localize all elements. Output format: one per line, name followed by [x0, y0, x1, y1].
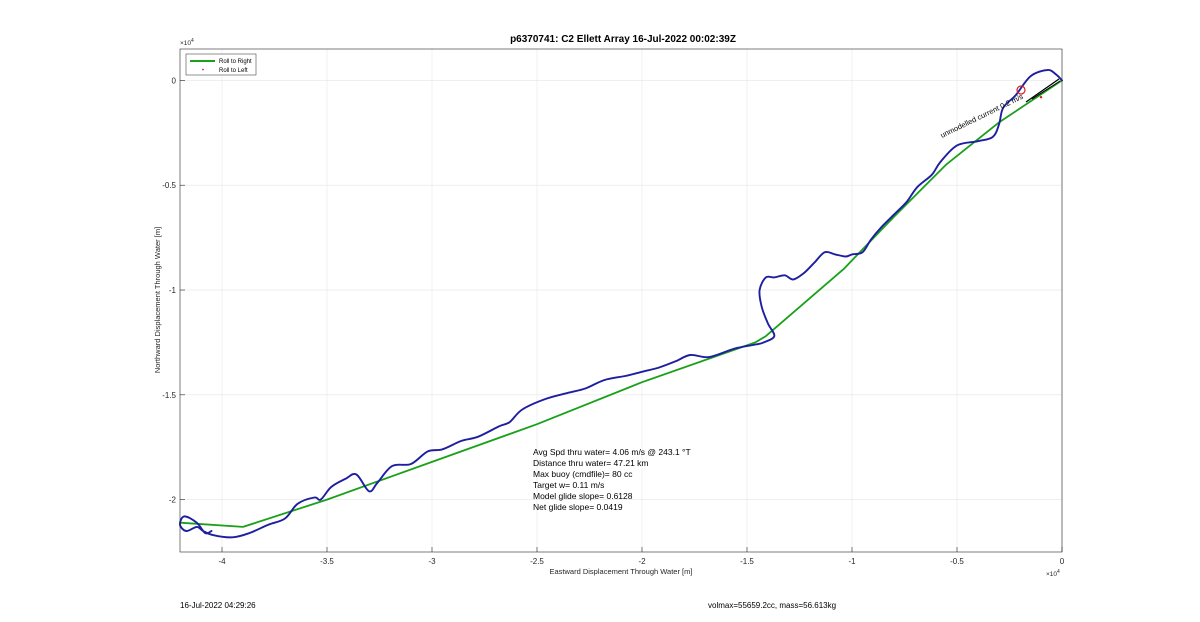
x-tick-label: -1 — [848, 557, 856, 566]
y-tick-label: -1 — [169, 286, 177, 295]
y-axis-label: Northward Displacement Through Water [m] — [153, 227, 162, 373]
stat-model-glide: Model glide slope= 0.6128 — [533, 491, 633, 501]
series-roll-to-left-point — [1039, 96, 1043, 99]
y-tick-label: -1.5 — [162, 391, 176, 400]
x-tick-label: -0.5 — [950, 557, 964, 566]
axis-ticks: -4 -3.5 -3 -2.5 -2 -1.5 -1 -0.5 0 0 -0.5 -1 -1.5 -2 — [162, 76, 1065, 566]
y-tick-label: -2 — [169, 496, 177, 505]
current-vector-line — [1025, 78, 1060, 103]
series-layer — [179, 69, 1063, 539]
x-axis-label: Eastward Displacement Through Water [m] — [550, 567, 693, 576]
current-vector-line-2 — [1031, 80, 1061, 100]
legend-swatch-roll-left — [202, 68, 204, 71]
stat-avg-speed: Avg Spd thru water= 4.06 m/s @ 243.1 °T — [533, 447, 691, 457]
x-exponent-power: 4 — [1057, 569, 1060, 575]
y-exponent-label: ×104 — [180, 38, 194, 47]
footer-mass-info: volmax=55659.2cc, mass=56.613kg — [708, 601, 836, 610]
legend-label-roll-left: Roll to Left — [219, 68, 248, 74]
series-roll-to-right-line — [179, 79, 1063, 528]
x-tick-label: -3 — [428, 557, 436, 566]
end-position-marker — [1016, 85, 1026, 95]
stat-net-glide: Net glide slope= 0.0419 — [533, 502, 623, 512]
stats-annotation: Avg Spd thru water= 4.06 m/s @ 243.1 °T … — [533, 447, 691, 512]
stat-distance: Distance thru water= 47.21 km — [533, 458, 649, 468]
x-tick-label: -3.5 — [320, 557, 334, 566]
legend: Roll to Right Roll to Left — [185, 53, 257, 76]
y-exponent-power: 4 — [191, 38, 194, 44]
legend-label-roll-right: Roll to Right — [219, 59, 252, 65]
y-tick-label: 0 — [172, 76, 177, 85]
series-track-line — [179, 69, 1063, 539]
plot-frame — [179, 48, 1063, 553]
y-exponent-base: ×10 — [180, 40, 191, 47]
x-exponent-base: ×10 — [1046, 571, 1057, 578]
x-exponent-label: ×104 — [1046, 569, 1060, 578]
stat-max-buoy: Max buoy (cmdfile)= 80 cc — [533, 469, 633, 479]
x-tick-label: -1.5 — [740, 557, 754, 566]
stat-target-w: Target w= 0.11 m/s — [533, 480, 604, 490]
glider-end-marker — [1016, 78, 1061, 103]
footer-timestamp: 16-Jul-2022 04:29:26 — [180, 601, 256, 610]
x-tick-label: 0 — [1060, 557, 1065, 566]
y-tick-label: -0.5 — [162, 181, 176, 190]
grid-lines — [180, 49, 1063, 552]
x-tick-label: -2.5 — [530, 557, 544, 566]
chart-title: p6370741: C2 Ellett Array 16-Jul-2022 00… — [510, 34, 736, 45]
x-tick-label: -4 — [218, 557, 226, 566]
x-tick-label: -2 — [638, 557, 646, 566]
